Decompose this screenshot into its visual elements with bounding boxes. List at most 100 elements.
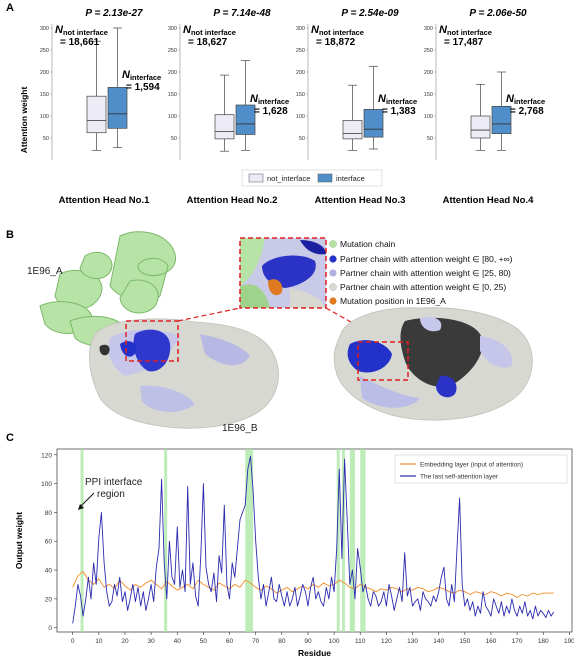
partner-chain-surface-right — [333, 307, 533, 421]
panel-letter-b: B — [6, 229, 14, 241]
chain-label-b: 1E96_B — [222, 423, 258, 434]
xtick-label: 50 — [200, 638, 208, 645]
xtick-label: 30 — [147, 638, 155, 645]
xtick-label: 190 — [564, 638, 574, 645]
n-interface-value-head-2: = 1,628 — [254, 106, 288, 117]
n-not-interface-label-head-3: Nnot interface — [311, 24, 364, 37]
ytick-label: 250 — [40, 48, 49, 54]
head-title-2: Attention Head No.2 — [187, 195, 278, 206]
ytick-label: 150 — [424, 92, 433, 98]
xtick-label: 150 — [459, 638, 470, 645]
ppi-annotation-line2: region — [97, 489, 125, 500]
n-interface-value-head-3: = 1,383 — [382, 106, 416, 117]
box-interface-head-3 — [363, 65, 384, 150]
ytick-label: 100 — [424, 114, 433, 120]
series-line-last-attention-layer — [72, 455, 555, 624]
interface-highlight-box-left — [125, 320, 179, 362]
boxplot-head-4: P = 2.06e-50 50 100 150 200 250 300 Nnot interf… — [424, 8, 545, 206]
ytick-label: 80 — [45, 510, 53, 517]
interface-region-band — [80, 449, 84, 632]
box-not-interface-head-1 — [86, 40, 107, 151]
xtick-label: 70 — [252, 638, 260, 645]
xtick-label: 130 — [407, 638, 418, 645]
n-interface-label-head-3: Ninterface — [378, 93, 417, 106]
n-interface-label-head-4: Ninterface — [506, 93, 545, 106]
ytick-label: 250 — [168, 48, 177, 54]
x-axis-label: Residue — [298, 648, 331, 658]
ytick-label: 20 — [45, 596, 53, 603]
legend-text-high-attention: Partner chain with attention weight ∈ [8… — [340, 254, 513, 264]
xtick-label: 60 — [226, 638, 234, 645]
legend-dot-low-attention — [329, 283, 337, 291]
box-iqr — [363, 109, 384, 138]
ytick-label: 200 — [296, 70, 305, 76]
n-interface-value-head-4: = 2,768 — [510, 106, 544, 117]
n-not-interface-value-head-4: = 17,487 — [444, 37, 484, 48]
legend-label-not-interface: not_interface — [267, 174, 310, 183]
box-iqr — [107, 87, 128, 129]
legend-dot-high-attention — [329, 255, 337, 263]
ytick-label: 300 — [296, 26, 305, 32]
panel-a-legend: not_interface interface — [241, 169, 383, 187]
ytick-label: 300 — [168, 26, 177, 32]
head-title-1: Attention Head No.1 — [59, 195, 150, 206]
panel-b-legend: Mutation chain Partner chain with attent… — [329, 239, 513, 306]
ytick-label: 100 — [40, 114, 49, 120]
zoom-connector-1 — [177, 307, 241, 322]
xtick-label: 20 — [121, 638, 129, 645]
xtick-label: 140 — [433, 638, 444, 645]
xtick-label: 0 — [71, 638, 75, 645]
panel-b-structure: 1E96_A 1E96_B Mutation chain Partner cha… — [27, 231, 533, 434]
panel-a-boxplots: Attention weight P = 2.13e-27 50 100 150 200… — [19, 8, 545, 206]
ytick-label: 60 — [45, 539, 53, 546]
box-interface-head-4 — [491, 71, 512, 151]
legend-swatch-not-interface — [248, 173, 264, 183]
box-interface-head-2 — [235, 60, 256, 151]
legend-text-low-attention: Partner chain with attention weight ∈ [0… — [340, 282, 506, 292]
ytick-label: 300 — [40, 26, 49, 32]
xtick-label: 10 — [95, 638, 103, 645]
legend-label-last-attention: The last self-attention layer — [420, 474, 499, 481]
interface-region-band — [349, 449, 356, 632]
p-value-head-3: P = 2.54e-09 — [341, 8, 399, 19]
ytick-label: 250 — [424, 48, 433, 54]
ytick-label: 50 — [427, 136, 433, 142]
box-iqr — [235, 104, 256, 135]
boxplot-head-2: P = 7.14e-48 50 100 150 200 250 300 Nnot interf… — [168, 8, 289, 206]
interface-highlight-box-right — [357, 341, 409, 381]
ytick-label: 200 — [168, 70, 177, 76]
box-iqr — [86, 95, 107, 134]
boxplot-head-3: P = 2.54e-09 50 100 150 200 250 300 Nnot interf… — [296, 8, 417, 206]
xtick-label: 90 — [304, 638, 312, 645]
zoom-inset — [239, 237, 327, 309]
series-line-embedding-layer — [72, 571, 554, 598]
xtick-label: 120 — [381, 638, 392, 645]
chain-label-a: 1E96_A — [27, 266, 63, 277]
ytick-label: 100 — [41, 481, 52, 488]
box-iqr — [491, 105, 512, 134]
boxplot-head-1: P = 2.13e-27 50 100 150 200 250 300 Nnot interf… — [40, 8, 161, 206]
panel-a-ylabel: Attention weight — [19, 87, 29, 154]
ytick-label: 50 — [299, 136, 305, 142]
box-not-interface-head-4 — [470, 83, 491, 151]
xtick-label: 170 — [512, 638, 523, 645]
interface-region-band — [360, 449, 366, 632]
legend-text-mutation-chain: Mutation chain — [340, 239, 396, 249]
legend-dot-mutation-chain — [329, 240, 337, 248]
n-not-interface-value-head-1: = 18,661 — [60, 37, 100, 48]
y-axis-label: Output weight — [14, 512, 24, 569]
head-title-3: Attention Head No.3 — [315, 195, 406, 206]
panel-c-legend: Embedding layer (input of attention) The … — [394, 454, 568, 484]
n-not-interface-label-head-1: Nnot interface — [55, 24, 108, 37]
xtick-label: 80 — [278, 638, 286, 645]
legend-dot-mutation-position — [329, 297, 337, 305]
ppi-annotation-arrow — [78, 492, 95, 510]
box-iqr — [342, 120, 363, 140]
xtick-label: 110 — [355, 638, 366, 645]
box-not-interface-head-2 — [214, 74, 235, 152]
legend-label-embedding: Embedding layer (input of attention) — [420, 462, 523, 469]
ytick-label: 100 — [296, 114, 305, 120]
ytick-label: 50 — [43, 136, 49, 142]
panel-letter-a: A — [6, 2, 14, 14]
box-interface-head-1 — [107, 27, 128, 149]
